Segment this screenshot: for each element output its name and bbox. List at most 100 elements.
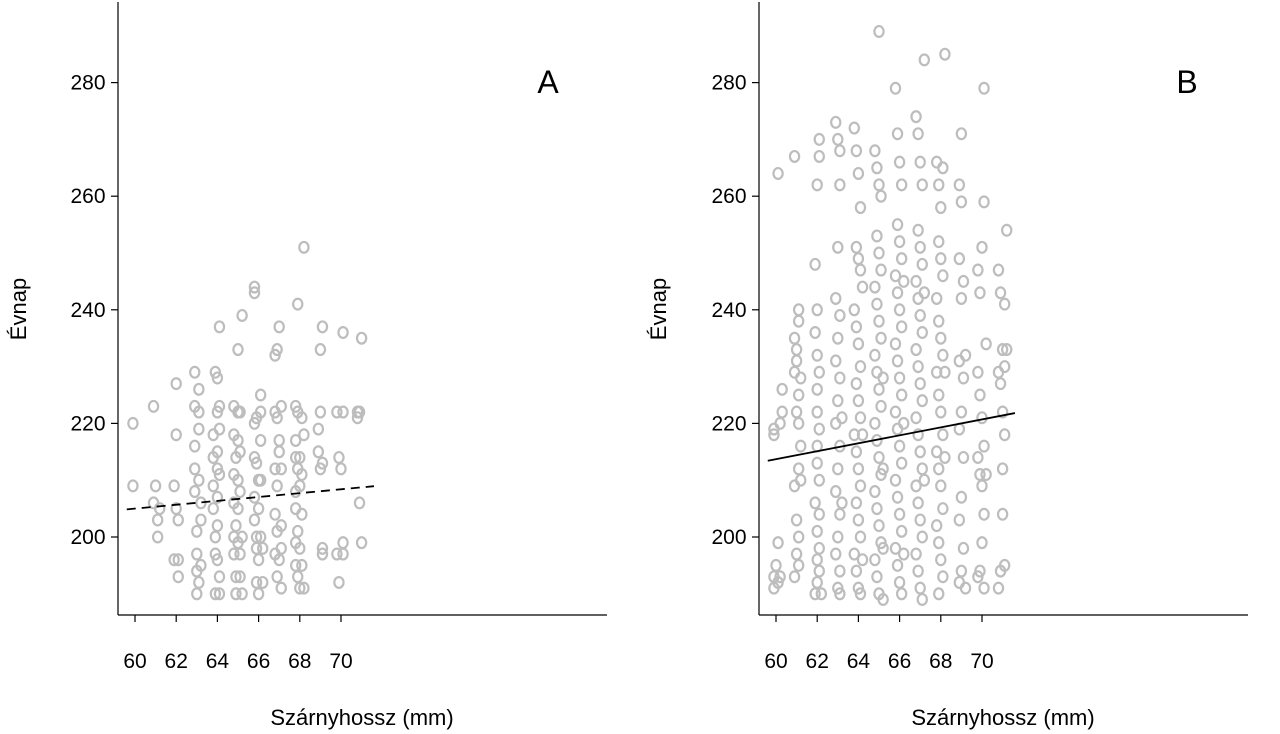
panel-a-data-point — [193, 405, 205, 419]
panel-a-data-point — [195, 496, 207, 510]
panel-b-data-point — [914, 445, 926, 459]
panel-b-data-point — [768, 422, 780, 436]
panel-b-data-point — [875, 189, 887, 203]
panel-b-data-point — [871, 161, 883, 175]
panel-b-data-point — [832, 394, 844, 408]
panel-a-data-point — [250, 456, 263, 470]
panel-b-data-point — [854, 201, 867, 215]
panel-b-x-tick-label: 66 — [888, 650, 911, 673]
panel-b-data-point — [850, 240, 863, 254]
panel-a-data-point — [168, 479, 180, 493]
panel-b-data-point — [933, 178, 945, 192]
panel-b-data-point — [852, 394, 865, 408]
panel-b-data-point — [811, 382, 823, 396]
panel-b-data-point — [873, 314, 885, 328]
panel-b-data-point — [933, 587, 945, 601]
panel-a-x-tick-label: 60 — [123, 650, 146, 673]
panel-a-data-point — [211, 490, 224, 504]
panel-b-data-point — [856, 428, 869, 442]
panel-a-data-point — [154, 502, 166, 516]
panel-b-data-point — [871, 570, 883, 584]
panel-b-data-point — [848, 547, 860, 561]
panel-a-data-point — [292, 297, 304, 311]
panel-a-data-point — [170, 377, 182, 391]
panel-b-y-tick-label: 220 — [711, 412, 746, 435]
panel-b-data-point — [992, 581, 1005, 595]
panel-b-data-point — [795, 473, 807, 487]
panel-b-data-point — [914, 377, 926, 391]
panel-b-data-point — [830, 354, 842, 368]
panel-b-data-point — [809, 587, 821, 601]
panel-b-data-point — [895, 456, 908, 470]
panel-b-data-point — [910, 343, 922, 357]
panel-b-data-point — [974, 388, 986, 402]
panel-a-data-point — [337, 405, 349, 419]
panel-b-data-point — [937, 161, 949, 175]
panel-a-data-point — [314, 405, 327, 419]
panel-a-data-point — [236, 530, 248, 544]
panel-b-data-point — [910, 110, 922, 124]
panel-b-data-point — [891, 127, 904, 141]
panel-b-data-point — [854, 479, 867, 493]
panel-b-data-point — [937, 428, 949, 442]
panel-b-data-point — [871, 365, 883, 379]
panel-a-data-point — [271, 343, 283, 357]
panel-b-data-point — [957, 450, 970, 464]
panel-b-data-point — [996, 507, 1009, 521]
panel-a-data-point — [172, 513, 184, 527]
panel-b-data-point — [953, 575, 966, 589]
panel-a-data-point — [254, 405, 267, 419]
panel-b-data-point — [850, 496, 863, 510]
panel-b-data-point — [912, 291, 924, 305]
panel-a-data-point — [314, 343, 327, 357]
panel-a-data-point — [296, 507, 308, 521]
panel-b-data-point — [955, 195, 968, 209]
panel-b-data-point — [875, 263, 887, 277]
panel-a-data-point — [232, 502, 244, 516]
panel-a: A Szárnyhossz (mm) Évnap 200 220 240 260 280… — [6, 2, 607, 730]
panel-b-data-point — [916, 178, 928, 192]
panel-b-data-point — [935, 479, 947, 493]
panel-a-data-point — [355, 536, 368, 550]
panel-a-data-point — [211, 519, 224, 533]
panel-b-data-point — [895, 524, 908, 538]
panel-b-data-point — [809, 326, 821, 340]
panel-b-data-point — [953, 513, 966, 527]
panel-a-x-tick-label: 66 — [247, 650, 270, 673]
panel-a-data-point — [228, 547, 240, 561]
panel-b-data-point — [930, 445, 943, 459]
panel-b-data-point — [877, 541, 889, 555]
panel-a-data-point — [168, 553, 180, 567]
panel-a-data-point — [232, 343, 244, 357]
panel-b-data-point — [891, 490, 904, 504]
panel-b-data-point — [891, 422, 904, 436]
panel-b-data-point — [811, 178, 823, 192]
panel-a-data-point — [189, 439, 201, 453]
panel-b-data-point — [918, 53, 931, 67]
panel-a-data-point — [275, 462, 287, 476]
panel-b-data-point — [933, 536, 945, 550]
panel-a-data-point — [149, 479, 162, 493]
panel-b-data-point — [998, 297, 1011, 311]
panel-a-data-point — [337, 536, 349, 550]
panel-a-data-point — [211, 445, 224, 459]
panel-a-data-point — [236, 308, 248, 322]
panel-b-data-point — [933, 235, 945, 249]
panel-b-y-tick-label: 240 — [711, 299, 746, 322]
panel-b-x-tick-label: 68 — [929, 650, 952, 673]
panel-b-data-point — [893, 439, 906, 453]
panel-b-data-point — [972, 450, 984, 464]
panel-a-data-point — [230, 519, 242, 533]
panel-a-data-point — [207, 502, 219, 516]
panel-b-data-point — [869, 553, 881, 567]
panel-b-data-point — [998, 428, 1011, 442]
panel-a-trend-line — [126, 485, 375, 511]
panel-b-data-point — [955, 490, 968, 504]
panel-b-data-point — [895, 587, 908, 601]
panel-b-data-point — [852, 462, 865, 476]
panel-b-data-point — [869, 485, 881, 499]
panel-b-data-point — [856, 553, 869, 567]
panel-a-data-point — [312, 422, 325, 436]
panel-a-data-point — [292, 524, 304, 538]
panel-b-data-point — [790, 343, 803, 357]
